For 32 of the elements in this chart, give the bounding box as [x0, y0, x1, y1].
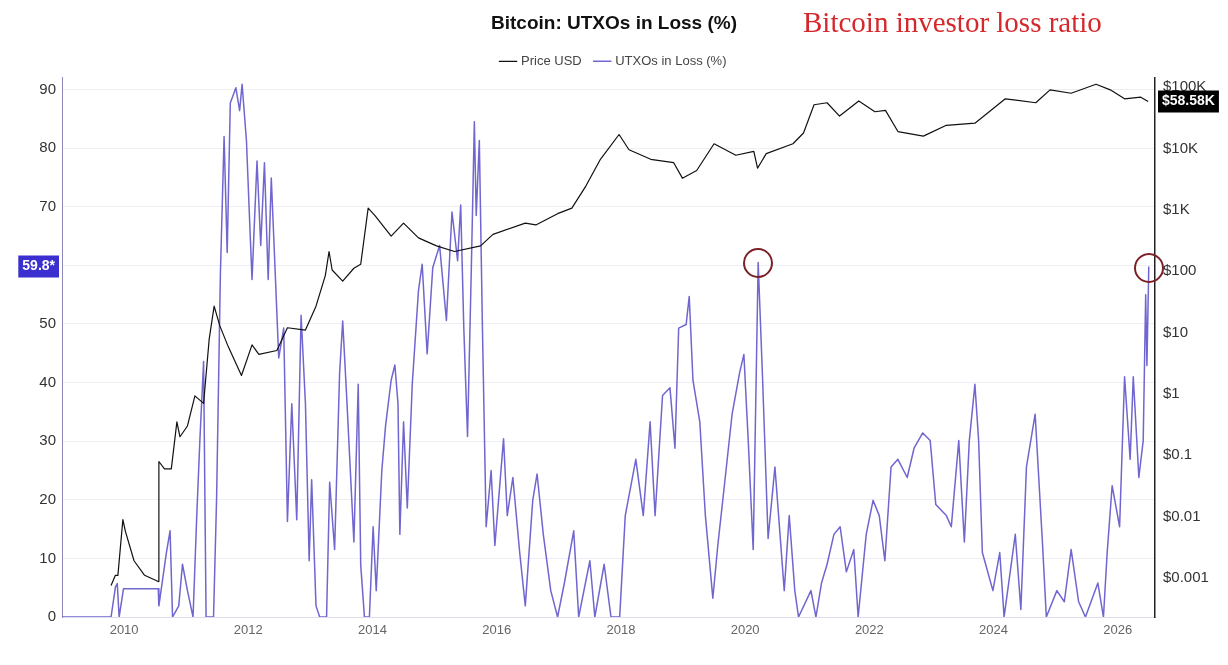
- y2-tick-label: $100: [1163, 261, 1197, 279]
- x-tick-label: 2010: [109, 622, 139, 638]
- y2-tick-label: $10K: [1163, 138, 1199, 156]
- y2-tick-label: $10: [1163, 322, 1189, 340]
- y-tick-label: 70: [39, 196, 56, 214]
- y-tick-label: 30: [39, 431, 56, 449]
- y2-tick-label: $0.001: [1163, 568, 1209, 585]
- y-tick-label: 20: [39, 489, 56, 507]
- y-tick-label: 50: [39, 314, 56, 332]
- y-tick-label: 40: [39, 372, 56, 390]
- x-tick-label: 2024: [979, 622, 1008, 638]
- text: 59.8*: [22, 257, 56, 274]
- y-tick-label: 10: [39, 548, 56, 566]
- x-tick-label: 2022: [854, 622, 884, 638]
- y2-tick-label: $0.01: [1163, 506, 1201, 524]
- y-tick-label: 90: [39, 79, 56, 97]
- y2-tick-label: $0.1: [1163, 445, 1193, 463]
- text: $58.58K: [1162, 92, 1215, 109]
- y-tick-label: 80: [39, 138, 56, 156]
- y2-tick-label: $1K: [1163, 200, 1190, 218]
- legend-label: Price USD: [521, 52, 582, 68]
- legend-label: UTXOs in Loss (%): [615, 52, 727, 68]
- chart-title: Bitcoin: UTXOs in Loss (%): [491, 11, 737, 33]
- x-tick-label: 2014: [358, 622, 387, 638]
- x-tick-label: 2012: [233, 622, 263, 638]
- y-tick-label: 0: [47, 607, 56, 625]
- y2-tick-label: $1: [1163, 384, 1180, 402]
- x-tick-label: 2026: [1103, 622, 1133, 638]
- x-tick-label: 2018: [606, 622, 636, 638]
- x-tick-label: 2020: [730, 622, 760, 638]
- text: Bitcoin investor loss ratio: [803, 5, 1102, 38]
- x-tick-label: 2016: [482, 622, 512, 638]
